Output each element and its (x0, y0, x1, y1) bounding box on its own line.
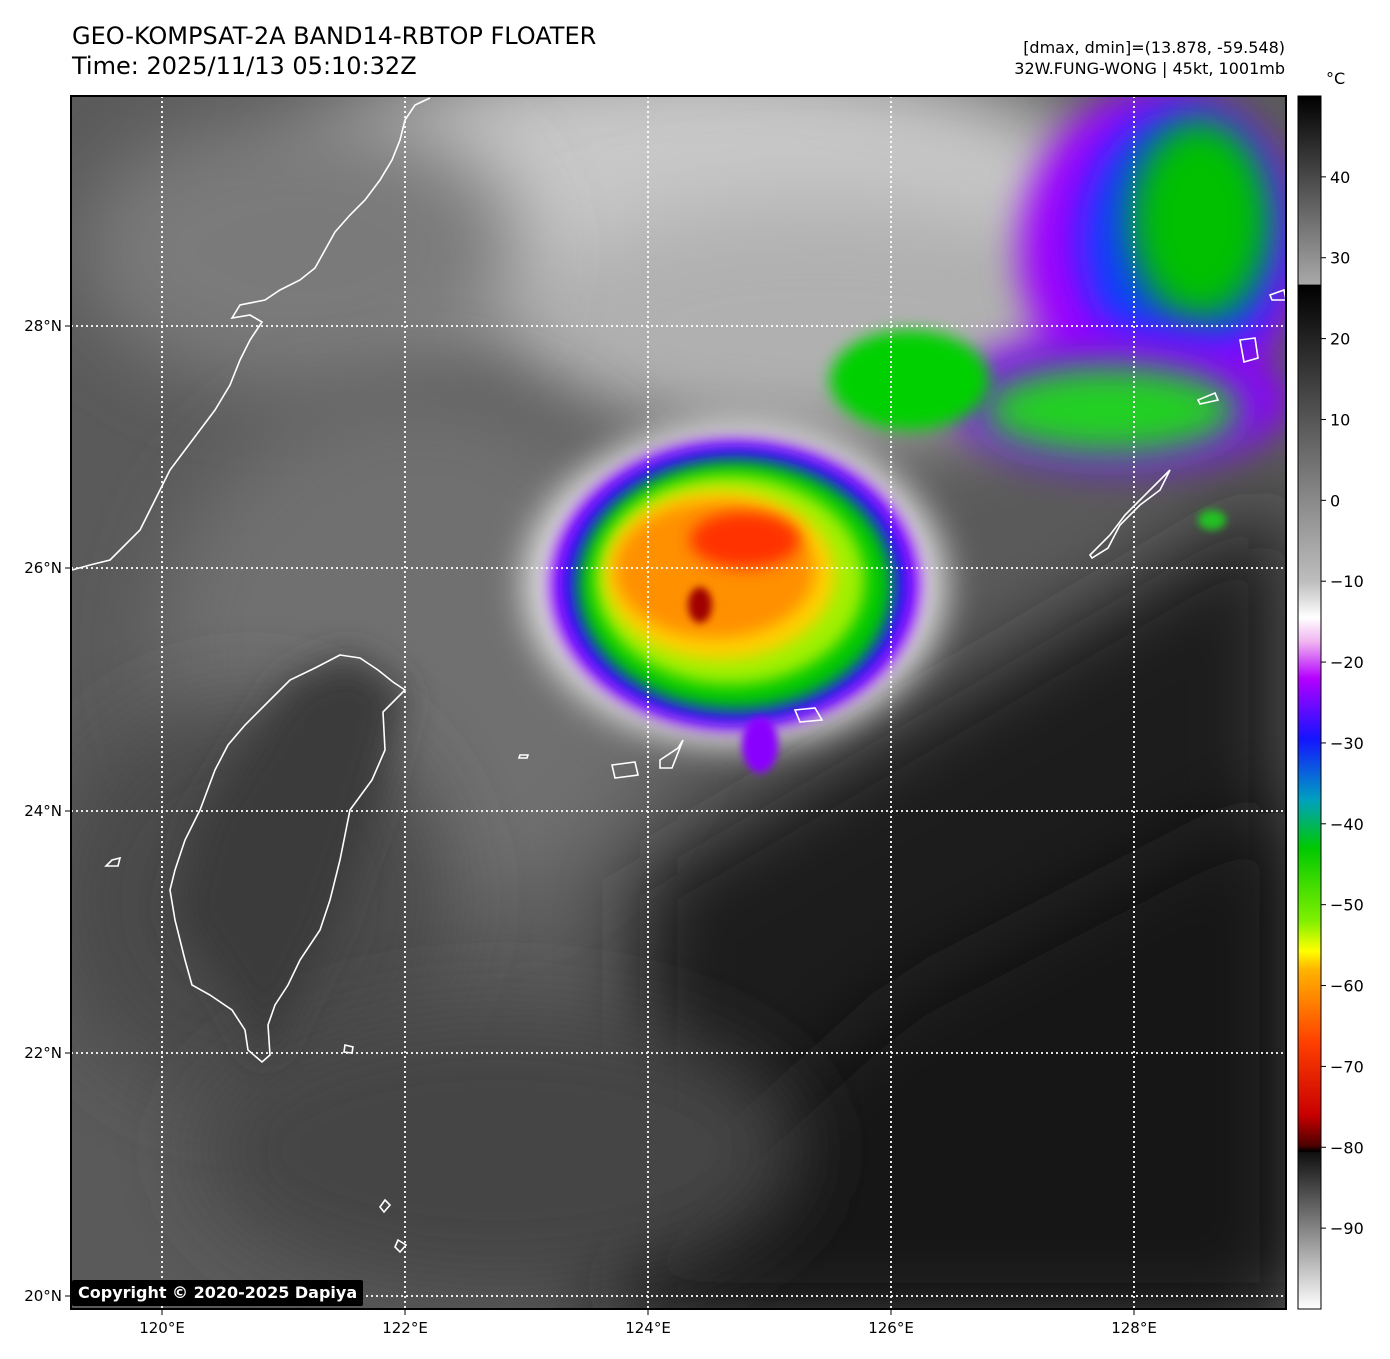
lon-tick-label: 122°E (382, 1319, 428, 1337)
colorbar-tick-label: −50 (1330, 896, 1364, 915)
colorbar-tick-label: −90 (1330, 1219, 1364, 1238)
lat-tick-label: 28°N (24, 317, 62, 335)
colorbar-tick-label: −30 (1330, 734, 1364, 753)
coastlines (71, 97, 1286, 1254)
colorbar: °C 40 30 20 10 0 −10 −20 −30 −40 −50 −60 −70 −80 −90 (1297, 69, 1364, 1310)
chart-title: GEO-KOMPSAT-2A BAND14-RBTOP FLOATER (72, 22, 597, 50)
lat-tick-label: 20°N (24, 1287, 62, 1305)
colorbar-frame (1297, 95, 1322, 1310)
copyright-label: Copyright © 2020-2025 Dapiya (72, 1280, 364, 1306)
lon-tick-label: 124°E (625, 1319, 671, 1337)
graticule (71, 96, 1286, 1309)
colorbar-ticks: 40 30 20 10 0 −10 −20 −30 −40 −50 −60 −70 −80 −90 (1321, 168, 1364, 1238)
lon-tick-label: 128°E (1111, 1319, 1157, 1337)
colorbar-tick-label: −60 (1330, 977, 1364, 996)
colorbar-gradient (1298, 96, 1321, 1309)
satellite-imagery (71, 96, 1286, 1309)
timestamp: Time: 2025/11/13 05:10:32Z (72, 52, 417, 80)
colorbar-tick-label: −40 (1330, 815, 1364, 834)
lat-tick-label: 22°N (24, 1044, 62, 1062)
colorbar-tick-label: −20 (1330, 653, 1364, 672)
axis-ticks (65, 325, 1135, 1315)
colorbar-tick-label: 20 (1330, 330, 1350, 349)
colorbar-tick-label: 40 (1330, 168, 1350, 187)
storm-info: 32W.FUNG-WONG | 45kt, 1001mb (1014, 59, 1285, 78)
colorbar-tick-label: −70 (1330, 1057, 1364, 1076)
lat-tick-label: 26°N (24, 559, 62, 577)
colorbar-tick-label: 10 (1330, 410, 1350, 429)
colorbar-unit: °C (1326, 69, 1345, 88)
map-frame (70, 95, 1287, 1310)
lat-tick-label: 24°N (24, 802, 62, 820)
colorbar-tick-label: 30 (1330, 249, 1350, 268)
colorbar-tick-label: −10 (1330, 572, 1364, 591)
colorbar-tick-label: −80 (1330, 1138, 1364, 1157)
lon-tick-label: 126°E (868, 1319, 914, 1337)
colorbar-tick-label: 0 (1330, 491, 1340, 510)
lon-tick-label: 120°E (139, 1319, 185, 1337)
data-range-info: [dmax, dmin]=(13.878, -59.548) (1023, 38, 1285, 57)
